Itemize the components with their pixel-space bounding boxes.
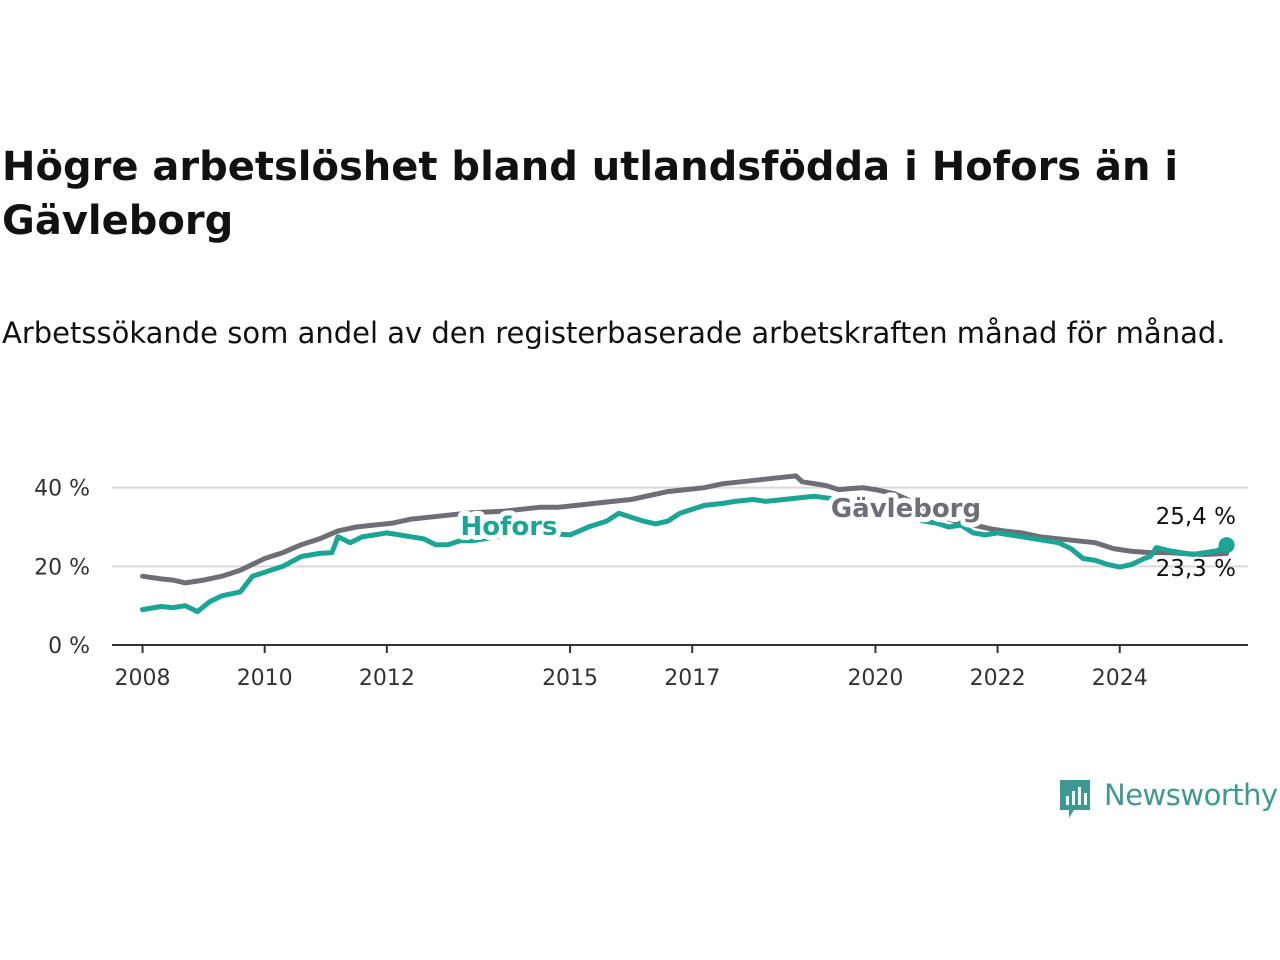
line-chart: 0 % 20 % 40 % 2008 2010 2012 2015 2017 2020 2022 2… bbox=[34, 473, 1248, 691]
end-value-label: 23,3 % bbox=[1156, 556, 1236, 582]
x-tick-label: 2024 bbox=[1092, 666, 1148, 691]
x-tick-label: 2010 bbox=[237, 666, 293, 691]
series-line-hofors bbox=[140, 493, 1230, 615]
brand-name: Newsworthy bbox=[1104, 778, 1278, 812]
x-tick-label: 2008 bbox=[115, 666, 171, 691]
y-tick-label: 20 % bbox=[34, 555, 90, 580]
end-point-marker bbox=[1218, 537, 1235, 554]
end-value-label: 25,4 % bbox=[1156, 504, 1236, 530]
y-tick-label: 0 % bbox=[48, 634, 90, 659]
y-tick-label: 40 % bbox=[34, 477, 90, 502]
x-tick-label: 2012 bbox=[359, 666, 415, 691]
series-label: Gävleborg bbox=[831, 494, 981, 524]
x-tick-label: 2015 bbox=[542, 666, 598, 691]
x-tick-label: 2020 bbox=[847, 666, 903, 691]
series-line-gavleborg bbox=[140, 473, 1230, 586]
newsworthy-logo-icon bbox=[1058, 778, 1092, 818]
x-tick-label: 2017 bbox=[664, 666, 720, 691]
chart-title: Högre arbetslöshet bland utlandsfödda i … bbox=[2, 144, 1179, 244]
newsworthy-brand: Newsworthy bbox=[1058, 772, 1278, 818]
x-tick-label: 2022 bbox=[970, 666, 1026, 691]
series-label: Hofors bbox=[460, 512, 557, 542]
chart-subtitle: Arbetssökande som andel av den registerb… bbox=[2, 316, 1226, 350]
